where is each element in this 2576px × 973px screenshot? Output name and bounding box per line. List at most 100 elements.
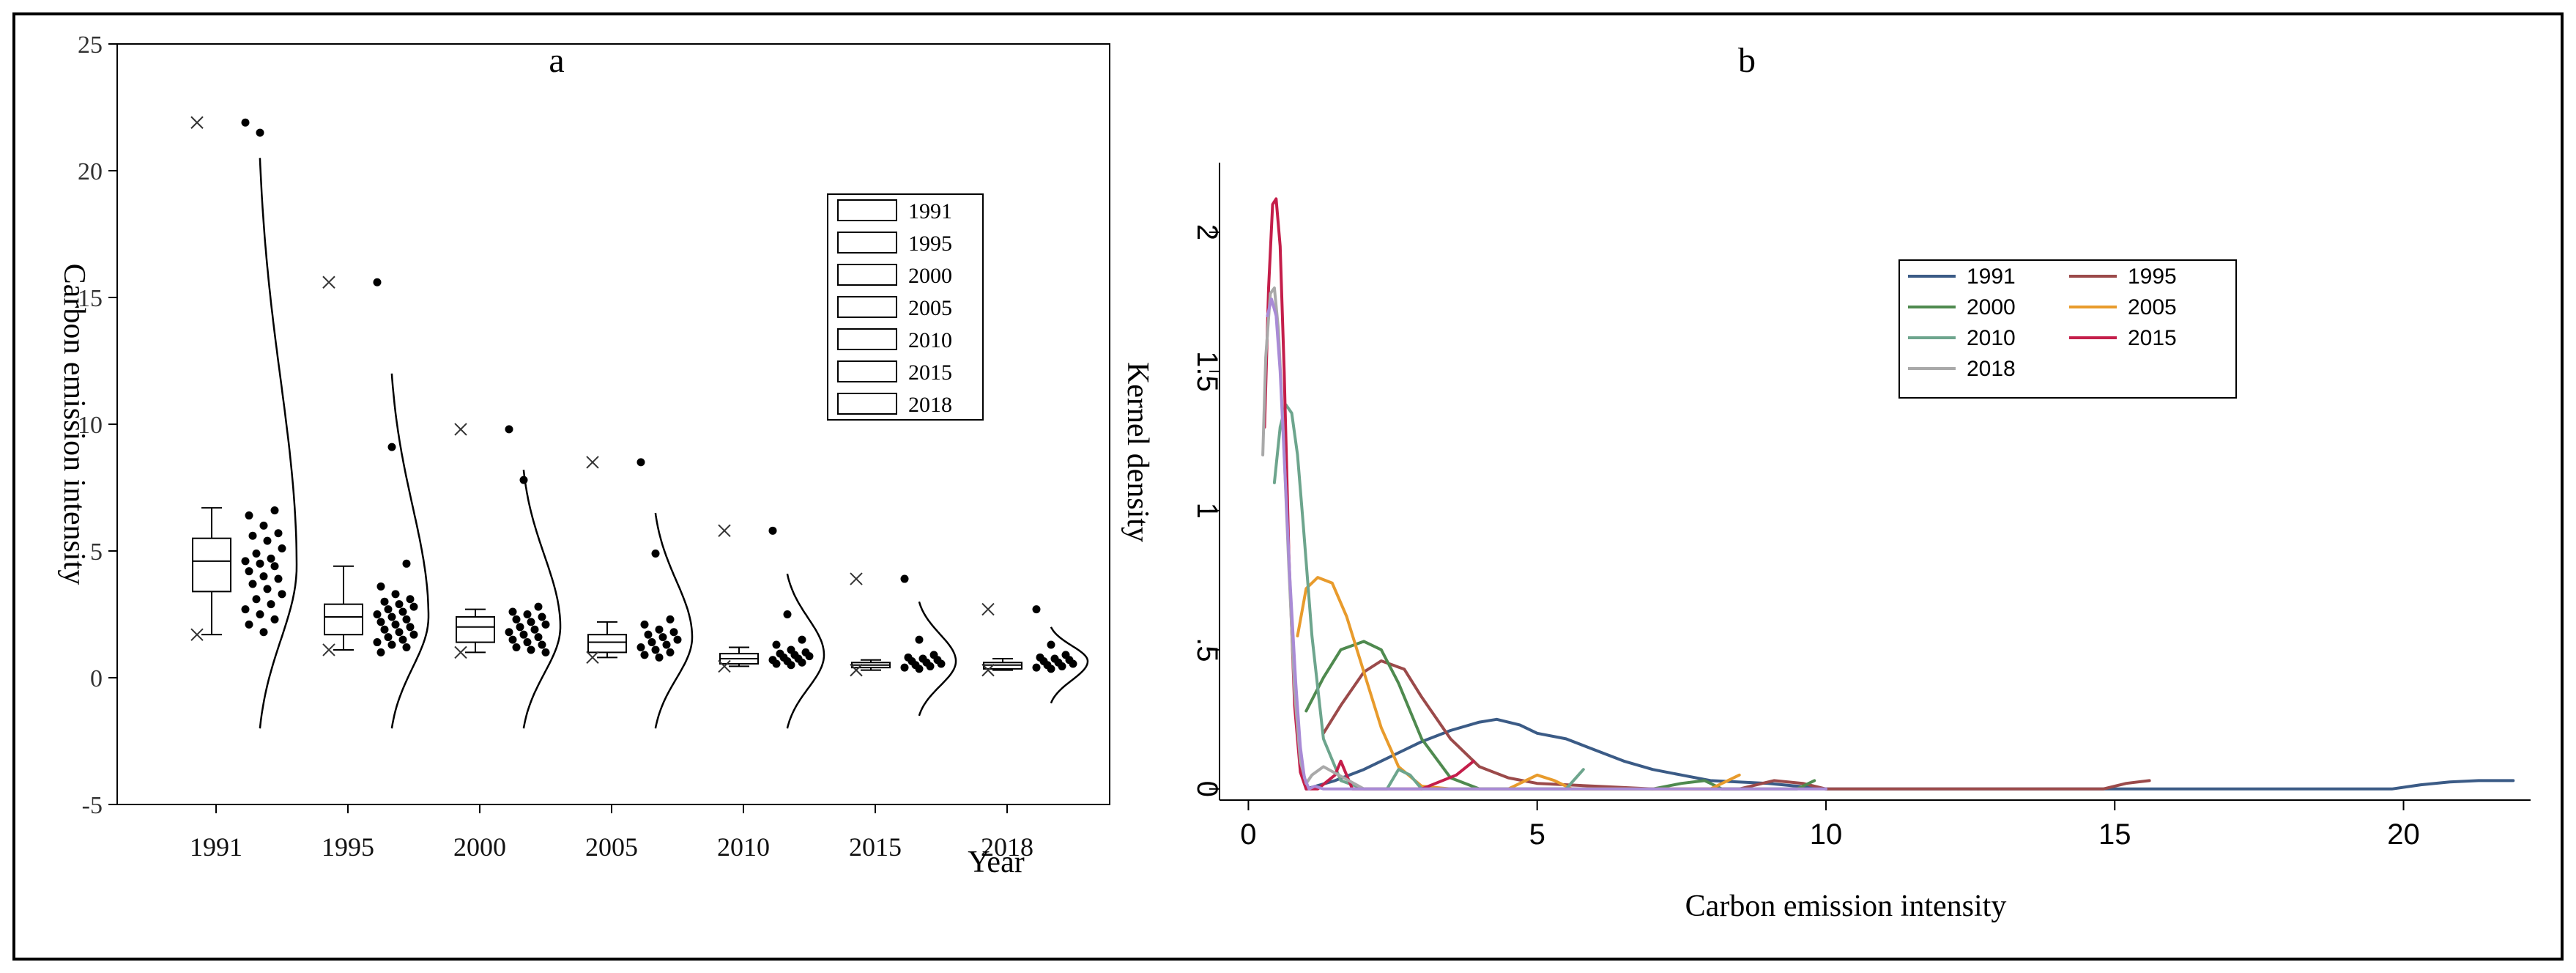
- data-point: [915, 635, 924, 644]
- data-point: [387, 443, 396, 451]
- data-point: [508, 607, 517, 616]
- data-point: [798, 635, 806, 644]
- panel-a-label: a: [549, 41, 564, 80]
- series-line-2000: [1304, 640, 1816, 791]
- data-point: [523, 610, 532, 618]
- data-point: [241, 118, 250, 127]
- legend-label: 1995: [2128, 264, 2177, 289]
- data-point: [402, 615, 411, 624]
- density-curve: [522, 470, 562, 729]
- data-point: [391, 620, 400, 629]
- x-tick-label: 10: [1810, 818, 1843, 851]
- density-curve: [259, 158, 298, 729]
- data-point: [516, 623, 524, 632]
- data-point: [926, 662, 935, 670]
- x-tick-label: 20: [2387, 818, 2420, 851]
- legend-label: 2018: [908, 393, 952, 417]
- data-point: [387, 640, 396, 649]
- legend-label: 2015: [908, 360, 952, 385]
- data-point: [373, 638, 382, 647]
- data-point: [523, 638, 532, 647]
- data-point: [409, 630, 418, 639]
- y-axis-label: Kernel density: [1121, 362, 1154, 542]
- legend-label: 2005: [2128, 295, 2177, 319]
- outlier-x-marker: [190, 116, 204, 129]
- data-point: [658, 633, 667, 642]
- data-point: [259, 628, 268, 637]
- data-point: [538, 613, 546, 621]
- data-point: [241, 557, 250, 566]
- data-point: [647, 638, 656, 647]
- y-tick-label: 15: [78, 285, 103, 312]
- data-point: [376, 618, 385, 626]
- data-point: [655, 625, 664, 634]
- data-point: [259, 521, 268, 530]
- data-point: [384, 605, 393, 614]
- data-point: [655, 653, 664, 662]
- data-point: [270, 506, 279, 515]
- x-tick-label: 15: [2098, 818, 2131, 851]
- data-point: [512, 643, 521, 651]
- data-point: [278, 590, 286, 599]
- data-point: [519, 630, 528, 639]
- data-point: [768, 526, 777, 535]
- data-point: [270, 615, 279, 624]
- data-point: [900, 574, 909, 583]
- x-tick-label: 1995: [322, 832, 374, 862]
- data-point: [259, 572, 268, 581]
- data-point: [395, 628, 404, 637]
- data-point: [278, 544, 286, 553]
- data-point: [541, 648, 550, 656]
- data-point: [406, 623, 415, 632]
- data-point: [527, 645, 535, 654]
- data-point: [512, 615, 521, 624]
- y-tick-label: 20: [78, 158, 103, 185]
- density-curve: [1050, 626, 1089, 704]
- low-x-marker: [850, 663, 863, 677]
- legend-swatch: [837, 199, 897, 221]
- data-point: [373, 610, 382, 618]
- y-tick-label: 1: [1191, 503, 1223, 519]
- data-point: [1032, 605, 1041, 614]
- legend-swatch: [837, 328, 897, 350]
- legend-swatch: [837, 264, 897, 286]
- data-point: [772, 640, 781, 649]
- legend-swatch: [837, 360, 897, 382]
- y-tick-label: 0: [90, 665, 103, 692]
- data-point: [505, 425, 513, 434]
- data-point: [1047, 640, 1055, 649]
- x-tick-label: 2005: [585, 832, 638, 862]
- data-point: [380, 625, 389, 634]
- x-tick-label: 2000: [453, 832, 506, 862]
- data-point: [636, 458, 645, 467]
- data-point: [274, 574, 283, 583]
- data-point: [538, 640, 546, 649]
- y-tick-label: 10: [78, 412, 103, 439]
- low-x-marker: [190, 628, 204, 641]
- data-point: [384, 633, 393, 642]
- y-axis-label: Carbon emission intensity: [57, 264, 91, 585]
- outlier-x-marker: [981, 602, 995, 616]
- density-curve: [786, 573, 825, 729]
- data-point: [402, 643, 411, 651]
- box-iqr: [324, 603, 363, 636]
- data-point: [640, 620, 649, 629]
- data-point: [772, 659, 781, 668]
- low-x-marker: [718, 659, 731, 673]
- data-point: [274, 529, 283, 538]
- density-curve: [390, 373, 430, 729]
- x-tick-label: 0: [1240, 818, 1256, 851]
- data-point: [673, 635, 682, 644]
- box-iqr: [456, 615, 495, 643]
- data-point: [1069, 659, 1077, 668]
- data-point: [245, 511, 253, 520]
- data-point: [662, 640, 671, 649]
- data-point: [256, 128, 264, 137]
- data-point: [527, 618, 535, 626]
- data-point: [636, 643, 645, 651]
- data-point: [651, 645, 660, 654]
- outlier-x-marker: [850, 572, 863, 585]
- data-point: [669, 628, 678, 637]
- x-tick-label: 1991: [190, 832, 242, 862]
